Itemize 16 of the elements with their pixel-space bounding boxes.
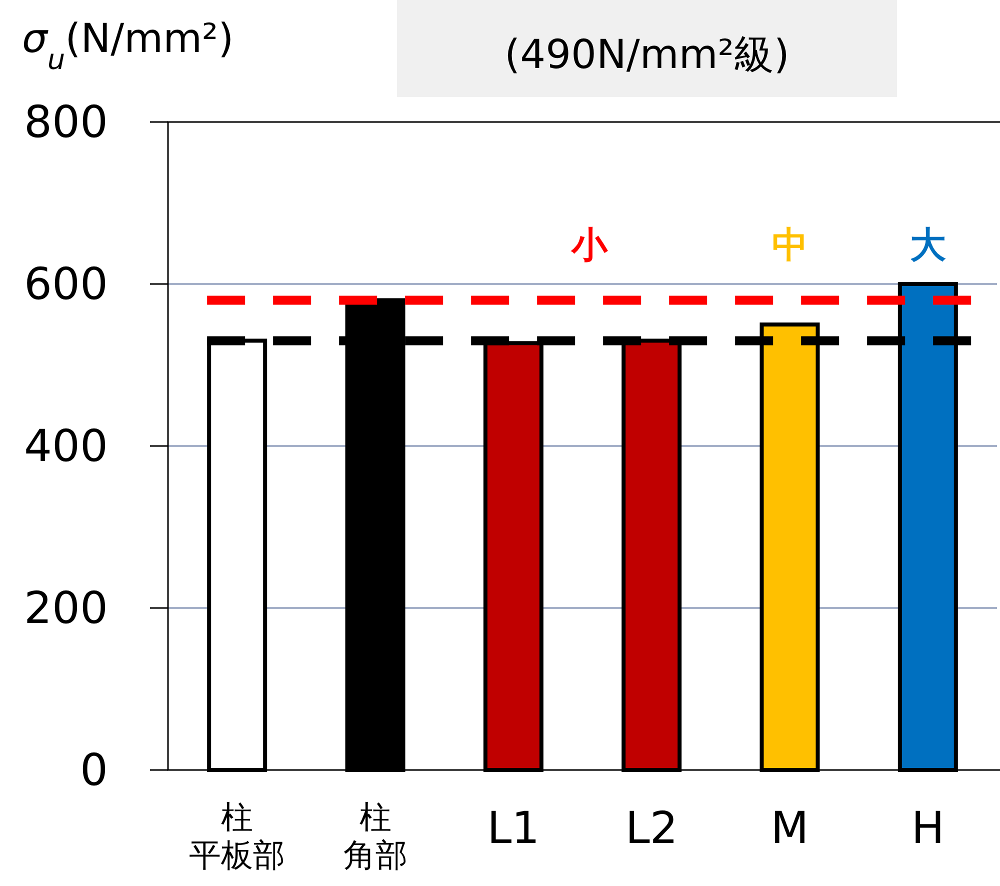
y-tick-label: 600 <box>24 259 108 310</box>
x-tick-label: M <box>770 803 809 854</box>
y-tick-label: 400 <box>24 421 108 472</box>
x-tick-label: L1 <box>487 803 540 854</box>
y-tick-label: 200 <box>24 583 108 634</box>
annotation: 小 <box>570 225 608 266</box>
x-tick-label: 柱平板部 <box>189 798 286 874</box>
x-tick-label: L2 <box>625 803 678 854</box>
y-tick-label: 0 <box>80 745 108 796</box>
y-tick-label: 800 <box>24 97 108 148</box>
x-tick-label: 柱角部 <box>343 798 408 874</box>
x-tick-label: H <box>911 803 944 854</box>
chart-title: (490N/mm²級) <box>504 32 790 78</box>
annotation: 大 <box>910 225 946 266</box>
y-axis-title: σ$_{u}$(N/mm²) <box>22 16 234 76</box>
annotation: 中 <box>772 225 808 266</box>
